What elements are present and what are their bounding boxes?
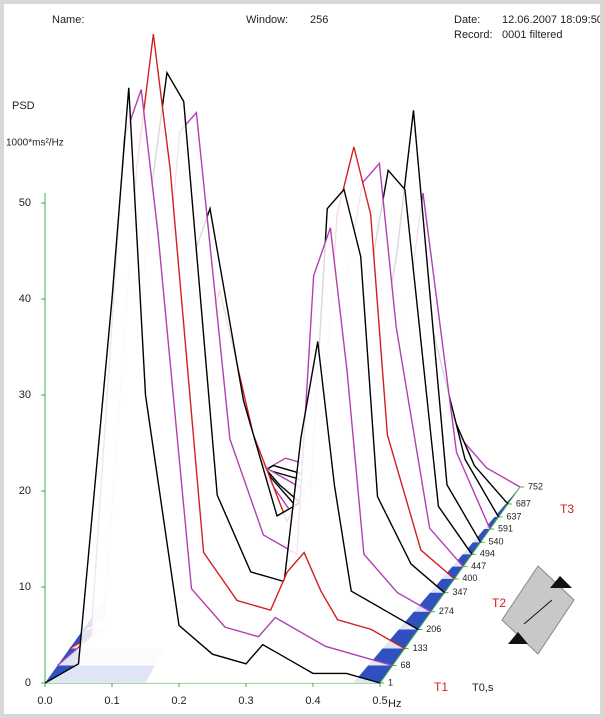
y-label: PSD <box>12 100 35 112</box>
x-tick-label: 0.1 <box>104 695 119 707</box>
z-tick-label: 494 <box>480 549 495 559</box>
record-value: 0001 filtered <box>502 29 563 41</box>
z-tick-label: 591 <box>498 523 513 533</box>
y-unit: 1000*ms²/Hz <box>6 138 64 149</box>
record-label: Record: <box>454 29 493 41</box>
y-tick-label: 40 <box>19 293 31 305</box>
navigation-widget[interactable] <box>501 565 575 655</box>
name-label: Name: <box>52 14 84 26</box>
z-tick-label: 447 <box>471 561 486 571</box>
annotation: T3 <box>560 502 574 516</box>
z-tick-label: 400 <box>462 573 477 583</box>
z-tick-label: 68 <box>400 660 410 670</box>
z-tick-label: 347 <box>453 587 468 597</box>
z-tick-label: 1 <box>388 677 393 687</box>
annotation: T2 <box>492 596 506 610</box>
y-tick-label: 10 <box>19 581 31 593</box>
y-tick-label: 50 <box>19 197 31 209</box>
spectrum-fill <box>45 87 380 684</box>
x-tick-label: 0.2 <box>171 695 186 707</box>
x-tick-label: 0.0 <box>37 695 52 707</box>
z-tick-label: 274 <box>439 606 454 616</box>
date-label: Date: <box>454 14 480 26</box>
x-tick-label: 0.5 <box>372 695 387 707</box>
z-tick-label: 133 <box>413 643 428 653</box>
x-tick-label: 0.3 <box>238 695 253 707</box>
window-label: Window: <box>246 14 288 26</box>
x-label: Hz <box>388 698 401 710</box>
z-tick-label: 687 <box>516 498 531 508</box>
z-tick-label: 540 <box>488 537 503 547</box>
chart: Name: Window: 256 Date: 12.06.2007 18:09… <box>6 14 600 710</box>
annotation: T1 <box>434 680 448 694</box>
y-tick-label: 30 <box>19 389 31 401</box>
z-tick-label: 637 <box>507 511 522 521</box>
date-value: 12.06.2007 18:09:50 <box>502 14 600 26</box>
y-tick-label: 20 <box>19 485 31 497</box>
x-tick-label: 0.4 <box>305 695 320 707</box>
z-tick-label: 206 <box>426 624 441 634</box>
z-label: T0,s <box>472 682 494 694</box>
window-value: 256 <box>310 14 328 26</box>
y-tick-label: 0 <box>25 677 31 689</box>
z-tick-label: 752 <box>528 481 543 491</box>
z-axis <box>379 486 521 684</box>
spectrum-line <box>44 87 381 684</box>
